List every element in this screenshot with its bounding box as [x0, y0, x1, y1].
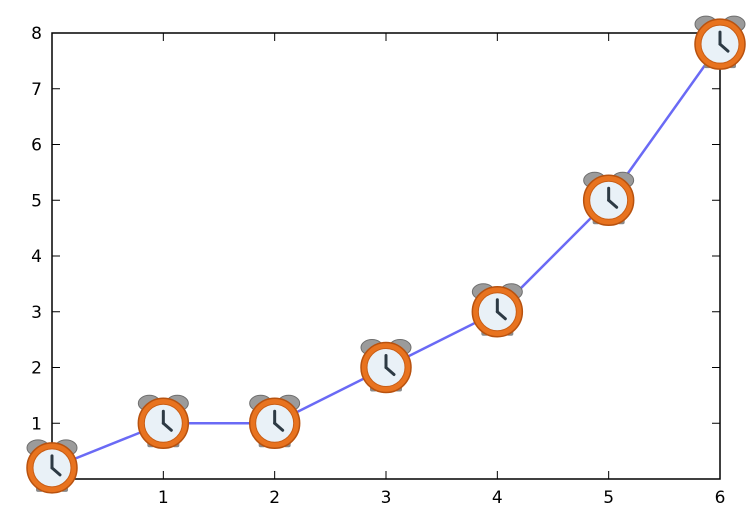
alarm-clock-icon	[25, 438, 79, 495]
alarm-clock-icon	[470, 282, 524, 339]
y-tick-label: 1	[31, 414, 42, 434]
x-tick-label: 2	[269, 488, 280, 508]
x-tick-label: 5	[603, 488, 614, 508]
x-tick-label: 3	[381, 488, 392, 508]
y-tick-label: 7	[31, 80, 42, 100]
series-markers	[25, 14, 747, 495]
y-tick-label: 4	[31, 247, 42, 267]
y-tick-label: 6	[31, 136, 42, 156]
alarm-clock-icon	[248, 393, 302, 450]
alarm-clock-icon	[359, 338, 413, 394]
alarm-clock-icon	[693, 14, 747, 71]
alarm-clock-icon	[582, 170, 636, 227]
axis-tick-labels: 1 2 3 4 5 6 1 2 3 4 5 6 7 8	[31, 24, 725, 508]
y-tick-label: 2	[31, 359, 42, 379]
y-tick-label: 8	[31, 24, 42, 44]
y-tick-label: 5	[31, 191, 42, 211]
x-tick-label: 4	[492, 488, 503, 508]
y-tick-label: 3	[31, 303, 42, 323]
alarm-clock-icon	[136, 393, 190, 450]
x-tick-label: 1	[158, 488, 169, 508]
x-tick-label: 6	[715, 488, 726, 508]
